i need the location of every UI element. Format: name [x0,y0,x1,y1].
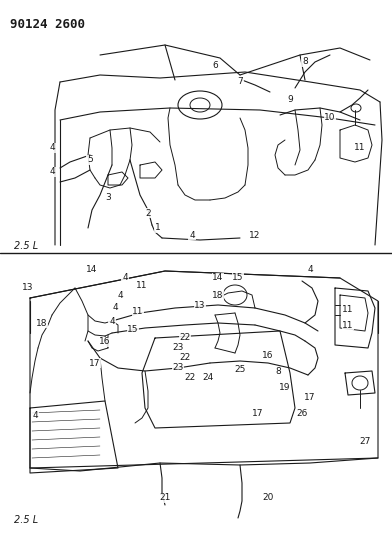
Text: 23: 23 [172,364,184,373]
Text: 11: 11 [132,308,144,317]
Text: 4: 4 [307,265,313,274]
Text: 3: 3 [105,193,111,203]
Text: 1: 1 [155,223,161,232]
Text: 15: 15 [127,326,139,335]
Text: 4: 4 [49,167,55,176]
Text: 11: 11 [342,320,354,329]
Text: 5: 5 [87,156,93,165]
Text: 14: 14 [86,265,98,274]
Text: 4: 4 [112,303,118,312]
Text: 4: 4 [49,143,55,152]
Text: 15: 15 [232,273,244,282]
Text: 4: 4 [32,410,38,419]
Text: 11: 11 [136,280,148,289]
Text: 23: 23 [172,343,184,352]
Text: 12: 12 [249,230,261,239]
Text: 21: 21 [159,494,171,503]
Text: 19: 19 [279,384,291,392]
Text: 22: 22 [180,353,191,362]
Text: 2.5 L: 2.5 L [14,241,38,251]
Text: 26: 26 [296,408,308,417]
Text: 10: 10 [324,114,336,123]
Text: 2.5 L: 2.5 L [14,515,38,525]
Text: 18: 18 [212,290,224,300]
Text: 4: 4 [122,273,128,282]
Text: 14: 14 [212,273,224,282]
Text: 17: 17 [304,393,316,402]
Text: 22: 22 [180,334,191,343]
Text: 17: 17 [89,359,101,367]
Text: 18: 18 [36,319,48,327]
Text: 25: 25 [234,366,246,375]
Text: 4: 4 [109,318,115,327]
Text: 24: 24 [202,374,214,383]
Text: 16: 16 [262,351,274,359]
Text: 17: 17 [252,408,264,417]
Text: 11: 11 [354,143,366,152]
Text: 9: 9 [287,95,293,104]
Text: 11: 11 [342,305,354,314]
Text: 4: 4 [117,290,123,300]
Text: 90124 2600: 90124 2600 [10,18,85,31]
Text: 8: 8 [275,367,281,376]
Text: 27: 27 [359,438,371,447]
Text: 16: 16 [99,337,111,346]
Text: 20: 20 [262,494,274,503]
Text: 13: 13 [22,284,34,293]
Text: 13: 13 [194,301,206,310]
Text: 4: 4 [189,230,195,239]
Text: 6: 6 [212,61,218,69]
Text: 8: 8 [302,58,308,67]
Text: 7: 7 [237,77,243,86]
Text: 2: 2 [145,208,151,217]
Text: 22: 22 [184,374,196,383]
